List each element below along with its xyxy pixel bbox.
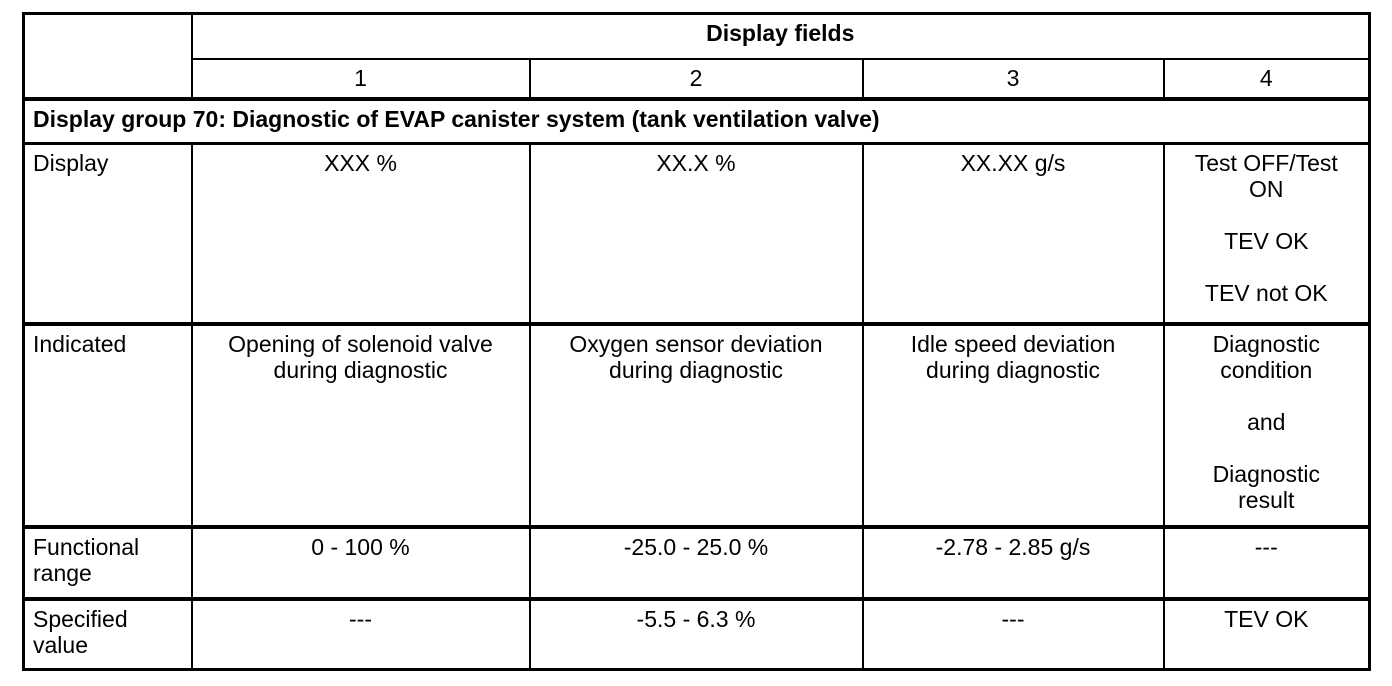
specified-value-field-1: --- xyxy=(190,596,531,671)
functional-range-field-2: -25.0 - 25.0 % xyxy=(528,524,864,600)
indicated-field-2: Oxygen sensor deviation during diagnosti… xyxy=(528,321,864,528)
indicated-row: Indicated Opening of solenoid valve duri… xyxy=(22,321,1371,528)
display-field-2: XX.X % xyxy=(528,142,864,325)
corner-cell xyxy=(22,12,193,100)
display-field-3: XX.XX g/s xyxy=(861,142,1165,325)
column-number-2: 2 xyxy=(528,57,864,100)
functional-range-row-label: Functional range xyxy=(22,524,193,600)
indicated-field-3: Idle speed deviation during diagnostic xyxy=(861,321,1165,528)
display-row: Display XXX % XX.X % XX.XX g/s Test OFF/… xyxy=(22,142,1371,325)
specified-value-field-3: --- xyxy=(861,596,1165,671)
display-group-table: Display fields 1 2 3 4 Display group 70:… xyxy=(22,12,1372,671)
indicated-row-label: Indicated xyxy=(22,321,193,528)
display-field-4: Test OFF/Test ON TEV OK TEV not OK xyxy=(1162,142,1371,325)
specified-value-row: Specified value --- -5.5 - 6.3 % --- TEV… xyxy=(22,596,1371,671)
functional-range-row: Functional range 0 - 100 % -25.0 - 25.0 … xyxy=(22,524,1371,600)
indicated-field-1: Opening of solenoid valve during diagnos… xyxy=(190,321,531,528)
display-row-label: Display xyxy=(22,142,193,325)
column-number-row: 1 2 3 4 xyxy=(24,57,1371,100)
group-title-row: Display group 70: Diagnostic of EVAP can… xyxy=(22,96,1371,145)
display-fields-header: Display fields xyxy=(190,12,1371,60)
functional-range-field-4: --- xyxy=(1162,524,1371,600)
column-number-3: 3 xyxy=(861,57,1165,100)
display-field-1: XXX % xyxy=(190,142,531,325)
specified-value-field-2: -5.5 - 6.3 % xyxy=(528,596,864,671)
functional-range-field-1: 0 - 100 % xyxy=(190,524,531,600)
display-fields-row: Display fields xyxy=(22,12,1371,100)
specified-value-field-4: TEV OK xyxy=(1162,596,1371,671)
column-number-1: 1 xyxy=(190,57,531,100)
indicated-field-4: Diagnostic condition and Diagnostic resu… xyxy=(1162,321,1371,528)
column-number-4: 4 xyxy=(1162,57,1371,100)
specified-value-row-label: Specified value xyxy=(22,596,193,671)
functional-range-field-3: -2.78 - 2.85 g/s xyxy=(861,524,1165,600)
group-title: Display group 70: Diagnostic of EVAP can… xyxy=(22,96,1371,145)
